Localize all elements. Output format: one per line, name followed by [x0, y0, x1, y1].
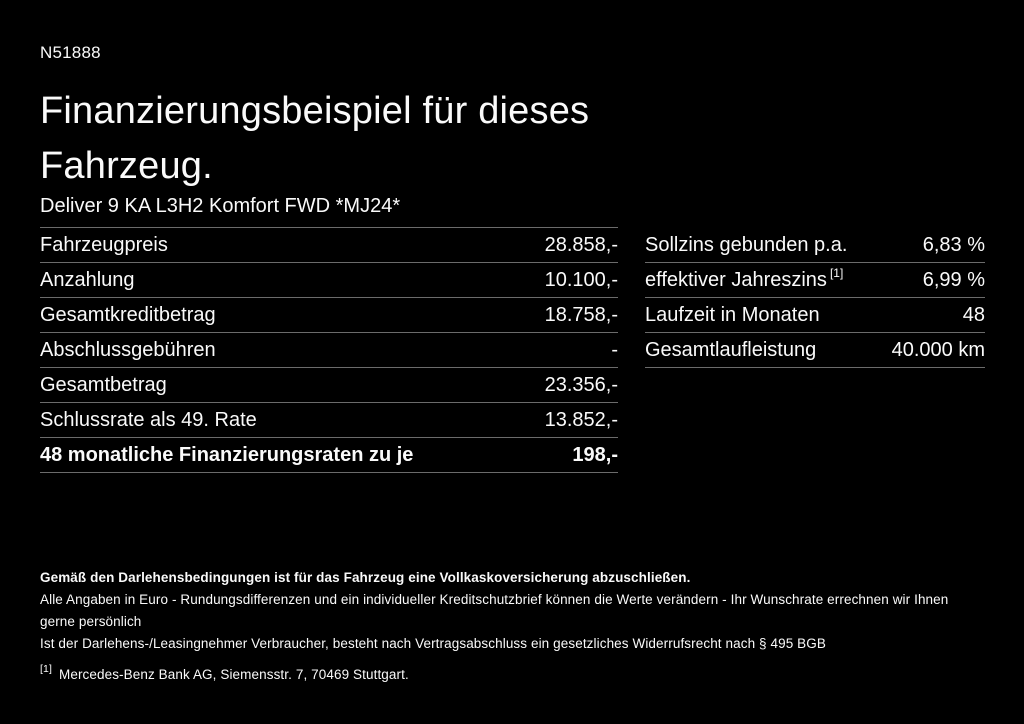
- table-row-abschlussgebuehren: Abschlussgebühren -: [40, 333, 618, 368]
- table-row-gesamtkreditbetrag: Gesamtkreditbetrag 18.758,-: [40, 298, 618, 333]
- table-row-sollzins: Sollzins gebunden p.a. 6,83 %: [645, 228, 985, 263]
- row-label: Laufzeit in Monaten: [645, 303, 820, 326]
- row-label: Gesamtkreditbetrag: [40, 303, 216, 326]
- row-label: effektiver Jahreszins [1]: [645, 265, 844, 291]
- row-label: Fahrzeugpreis: [40, 233, 168, 256]
- table-row-gesamtlaufleistung: Gesamtlaufleistung 40.000 km: [645, 333, 985, 368]
- footnote-ref-marker: [1]: [829, 265, 844, 280]
- row-value: 6,99 %: [922, 268, 985, 291]
- footnote-marker: [1]: [40, 662, 52, 675]
- finance-table: Deliver 9 KA L3H2 Komfort FWD *MJ24* Fah…: [40, 194, 618, 473]
- row-label: 48 monatliche Finanzierungsraten zu je: [40, 443, 414, 466]
- offer-code: N51888: [40, 43, 101, 62]
- row-label: Gesamtlaufleistung: [645, 338, 817, 361]
- row-value: 40.000 km: [891, 338, 985, 361]
- row-label: Abschlussgebühren: [40, 338, 216, 361]
- footnote-text: Mercedes-Benz Bank AG, Siemensstr. 7, 70…: [58, 667, 409, 682]
- row-label: Sollzins gebunden p.a.: [645, 233, 848, 256]
- table-row-laufzeit: Laufzeit in Monaten 48: [645, 298, 985, 333]
- table-row-fahrzeugpreis: Fahrzeugpreis 28.858,-: [40, 228, 618, 263]
- row-value: 28.858,-: [544, 233, 618, 256]
- legal-footer: Gemäß den Darlehensbedingungen ist für d…: [40, 567, 985, 686]
- row-label: Schlussrate als 49. Rate: [40, 408, 257, 431]
- table-row-anzahlung: Anzahlung 10.100,-: [40, 263, 618, 298]
- row-label: Anzahlung: [40, 268, 135, 291]
- legal-note-line1: Alle Angaben in Euro - Rundungsdifferenz…: [40, 592, 949, 629]
- conditions-table-spacer: [645, 194, 985, 228]
- row-value: -: [611, 338, 618, 361]
- footnote-bank: [1] Mercedes-Benz Bank AG, Siemensstr. 7,…: [40, 662, 985, 686]
- row-value: 198,-: [572, 443, 618, 466]
- page-title: Finanzierungsbeispiel für dieses Fahrzeu…: [40, 90, 590, 187]
- row-value: 10.100,-: [544, 268, 618, 291]
- insurance-note: Gemäß den Darlehensbedingungen ist für d…: [40, 570, 691, 585]
- row-label: Gesamtbetrag: [40, 373, 167, 396]
- legal-note-line2: Ist der Darlehens-/Leasingnehmer Verbrau…: [40, 636, 826, 651]
- row-value: 23.356,-: [544, 373, 618, 396]
- row-value: 13.852,-: [544, 408, 618, 431]
- row-value: 18.758,-: [544, 303, 618, 326]
- table-row-gesamtbetrag: Gesamtbetrag 23.356,-: [40, 368, 618, 403]
- row-value: 6,83 %: [922, 233, 985, 256]
- table-row-schlussrate: Schlussrate als 49. Rate 13.852,-: [40, 403, 618, 438]
- conditions-table: Sollzins gebunden p.a. 6,83 % effektiver…: [645, 194, 985, 473]
- row-value: 48: [962, 303, 985, 326]
- table-row-monatsrate: 48 monatliche Finanzierungsraten zu je 1…: [40, 438, 618, 473]
- table-row-effektiver-jahreszins: effektiver Jahreszins [1] 6,99 %: [645, 263, 985, 298]
- vehicle-name: Deliver 9 KA L3H2 Komfort FWD *MJ24*: [40, 194, 618, 228]
- finance-columns: Deliver 9 KA L3H2 Komfort FWD *MJ24* Fah…: [40, 194, 985, 473]
